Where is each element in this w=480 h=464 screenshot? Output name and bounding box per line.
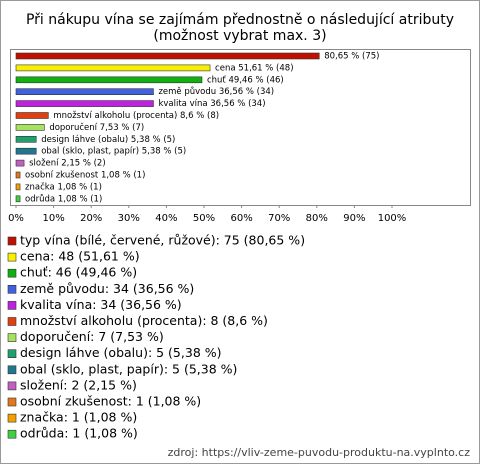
plot-area xyxy=(10,49,471,206)
x-tick-label: 0% xyxy=(8,213,24,224)
legend-label: chuť: 46 (49,46 %) xyxy=(20,265,137,280)
bar xyxy=(15,52,320,60)
value-label: složení 2,15 % (2) xyxy=(29,159,106,169)
legend-swatch xyxy=(7,317,17,326)
x-tick-label: 70% xyxy=(268,213,290,224)
legend-swatch xyxy=(7,333,17,342)
bar xyxy=(15,136,37,143)
x-tick-label: 100% xyxy=(378,213,407,224)
value-label: kvalita vína 36,56 % (34) xyxy=(158,99,265,109)
legend-swatch xyxy=(7,301,17,310)
value-label: chuť 49,46 % (46) xyxy=(207,75,284,85)
x-tick-label: 20% xyxy=(80,213,102,224)
bar xyxy=(15,112,49,119)
x-tick-label: 60% xyxy=(230,213,252,224)
bar xyxy=(15,183,21,191)
x-tick-label: 90% xyxy=(343,213,365,224)
bar xyxy=(15,195,21,203)
bar xyxy=(15,88,154,95)
bar xyxy=(15,100,154,107)
value-label: množství alkoholu (procenta) 8,6 % (8) xyxy=(53,111,219,121)
bar xyxy=(15,76,203,84)
value-label: značka 1,08 % (1) xyxy=(25,181,102,192)
value-label: země původu 36,56 % (34) xyxy=(158,86,274,97)
legend-swatch xyxy=(7,381,17,391)
legend-swatch xyxy=(7,397,17,407)
legend-label: značka: 1 (1,08 %) xyxy=(20,410,137,425)
source: zdroj: https://vliv-zeme-puvodu-produktu… xyxy=(168,446,471,459)
legend-label: odrůda: 1 (1,08 %) xyxy=(20,426,138,441)
legend-swatch xyxy=(7,268,17,278)
legend-swatch xyxy=(7,429,17,439)
x-tick-label: 30% xyxy=(118,213,140,224)
value-label: odrůda 1,08 % (1) xyxy=(25,193,102,204)
x-tick-label: 10% xyxy=(42,213,64,224)
bar xyxy=(15,147,37,155)
legend-label: doporučení: 7 (7,53 %) xyxy=(20,329,164,344)
x-tick-label: 40% xyxy=(155,213,177,224)
x-tick-label: 50% xyxy=(193,213,215,224)
legend-label: typ vína (bílé, červené, růžové): 75 (80… xyxy=(20,233,305,248)
legend-label: cena: 48 (51,61 %) xyxy=(20,249,140,264)
legend-label: množství alkoholu (procenta): 8 (8,6 %) xyxy=(20,313,268,328)
legend-label: obal (sklo, plast, papír): 5 (5,38 %) xyxy=(20,361,237,376)
bar xyxy=(15,159,25,167)
value-label: obal (sklo, plast, papír) 5,38 % (5) xyxy=(41,147,186,157)
legend-swatch xyxy=(7,365,17,375)
chart-title: Při nákupu vína se zajímám přednostně o … xyxy=(26,12,454,28)
value-label: osobní zkušenost 1,08 % (1) xyxy=(25,170,145,181)
x-tick-label: 80% xyxy=(306,213,328,224)
value-label: cena 51,61 % (48) xyxy=(215,63,293,73)
legend-swatch xyxy=(7,252,17,262)
legend-swatch xyxy=(7,284,17,294)
bar xyxy=(15,64,211,72)
legend-swatch xyxy=(7,236,17,246)
bar xyxy=(15,171,21,179)
bar xyxy=(15,124,45,131)
legend-label: design láhve (obalu): 5 (5,38 %) xyxy=(20,345,222,360)
legend-label: kvalita vína: 34 (36,56 %) xyxy=(20,297,182,312)
legend-label: osobní zkušenost: 1 (1,08 %) xyxy=(20,394,201,409)
legend-swatch xyxy=(7,413,17,423)
legend-label: země původu: 34 (36,56 %) xyxy=(20,281,194,296)
value-label: design láhve (obalu) 5,38 % (5) xyxy=(41,135,175,145)
chart-subtitle: (možnost vybrat max. 3) xyxy=(153,28,326,44)
value-label: 80,65 % (75) xyxy=(324,52,379,62)
legend-label: složení: 2 (2,15 %) xyxy=(20,377,137,392)
value-label: doporučení 7,53 % (7) xyxy=(49,122,144,133)
legend-swatch xyxy=(7,349,17,359)
